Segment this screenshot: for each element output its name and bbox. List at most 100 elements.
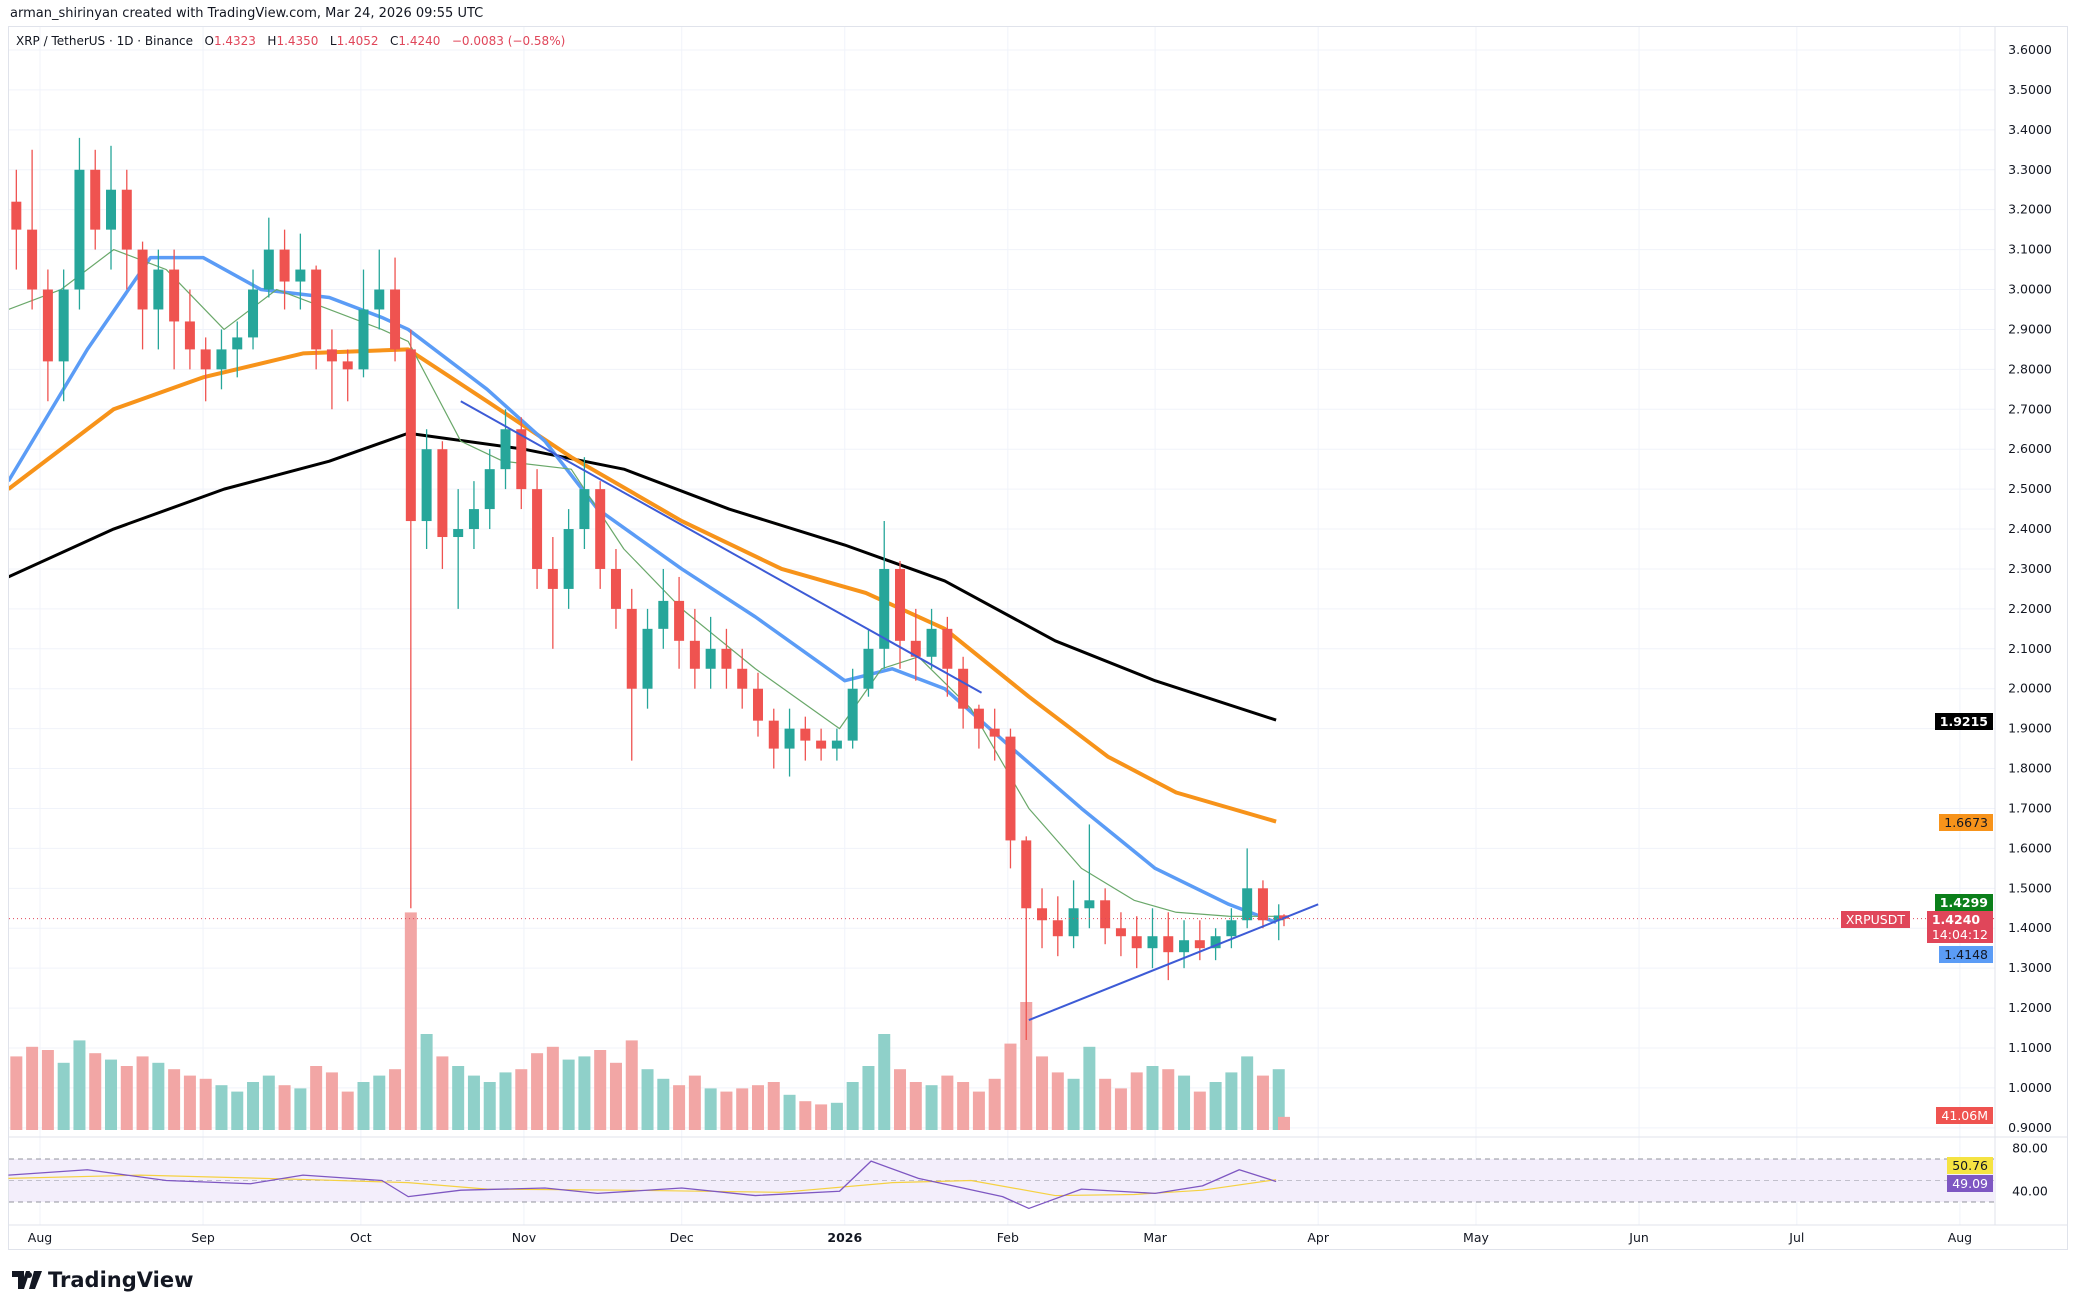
volume-bar (720, 1091, 733, 1130)
candle-body (295, 269, 306, 282)
volume-bar (972, 1091, 985, 1130)
ascending-support-trendline (1028, 903, 1319, 1021)
candle-body (137, 249, 148, 310)
candle-body (610, 568, 621, 609)
candle-body (453, 529, 464, 538)
volume-bar (1130, 1072, 1143, 1130)
volume-bar (168, 1069, 181, 1130)
candle-body (358, 309, 369, 370)
volume-bar (1209, 1082, 1222, 1130)
volume-bar (499, 1072, 512, 1130)
candle-body (831, 740, 842, 749)
candle-body (737, 668, 748, 689)
candle-body (752, 688, 763, 721)
ma200-line (9, 431, 1277, 722)
candle-body (1226, 920, 1237, 937)
close-label: C (390, 34, 399, 48)
candle-body (674, 600, 685, 641)
volume-badge: 41.06M (1936, 1107, 1993, 1124)
candle-body (595, 489, 606, 569)
rsi-ma-line (8, 1174, 1277, 1197)
volume-bar (546, 1046, 559, 1130)
volume-bar (783, 1094, 796, 1130)
candle-body (689, 640, 700, 669)
volume-bar (751, 1085, 764, 1130)
tradingview-logo-icon (12, 1271, 42, 1289)
volume-bar (1099, 1078, 1112, 1130)
price-tick-label: 2.4000 (2008, 521, 2052, 536)
volume-bar (452, 1066, 465, 1130)
volume-bar (262, 1075, 275, 1130)
volume-bar (1277, 1116, 1290, 1130)
tradingview-logo[interactable]: TradingView (12, 1268, 193, 1292)
price-tick-label: 1.9000 (2008, 721, 2052, 736)
volume-bar (26, 1046, 39, 1130)
volume-bar (988, 1078, 1001, 1130)
candle-body (800, 728, 811, 741)
volume-bar (1004, 1043, 1017, 1130)
last-price: 1.4240 (1931, 912, 1981, 927)
volume-bar (1241, 1056, 1254, 1130)
volume-bar (531, 1053, 544, 1130)
candle-body (248, 289, 259, 338)
high-label: H (267, 34, 277, 48)
volume-bar (1083, 1046, 1096, 1130)
volume-bar (767, 1082, 780, 1130)
volume-bar (594, 1050, 607, 1130)
ma100-badge: 1.6673 (1939, 814, 1993, 831)
price-tick-label: 1.3000 (2008, 960, 2052, 975)
candle-body (500, 429, 511, 470)
rsi-tick-label: 40.00 (2012, 1183, 2048, 1198)
candle-body (153, 269, 164, 310)
candle-body (1115, 928, 1126, 937)
volume-bar (1067, 1078, 1080, 1130)
volume-bar (815, 1104, 828, 1130)
candle-body (1100, 900, 1111, 929)
price-tick-label: 2.1000 (2008, 641, 2052, 656)
brand-name: TradingView (48, 1268, 194, 1292)
chart-credit: arman_shirinyan created with TradingView… (10, 6, 484, 21)
candle-body (1163, 936, 1174, 953)
volume-bar (278, 1085, 291, 1130)
price-tick-label: 1.1000 (2008, 1040, 2052, 1055)
symbol-tag: XRPUSDT (1840, 911, 1910, 928)
ma50-line (9, 255, 1277, 924)
time-tick-label: 2026 (827, 1230, 862, 1245)
candle-body (642, 628, 653, 689)
time-tick-label: Sep (191, 1230, 215, 1245)
candle-body (879, 568, 890, 649)
volume-bar (247, 1082, 260, 1130)
candle-body (958, 668, 969, 709)
candle-body (784, 728, 795, 749)
price-tick-label: 1.4000 (2008, 920, 2052, 935)
price-tick-label: 2.7000 (2008, 401, 2052, 416)
volume-bar (1225, 1072, 1238, 1130)
candle-body (1210, 936, 1221, 949)
candle-body (1179, 940, 1190, 953)
volume-bar (1193, 1091, 1206, 1130)
volume-bar (294, 1088, 307, 1130)
rsi-line (8, 1160, 1277, 1210)
price-tick-label: 2.3000 (2008, 561, 2052, 576)
volume-bar (404, 912, 417, 1130)
candle-body (405, 349, 416, 522)
symbol-title[interactable]: XRP / TetherUS · 1D · Binance (16, 34, 194, 48)
candle-body (468, 509, 479, 530)
candle-body (421, 449, 432, 522)
price-tick-label: 0.9000 (2008, 1120, 2052, 1135)
volume-bar (105, 1059, 118, 1130)
volume-bar (957, 1082, 970, 1130)
price-badge: 1.4240 14:04:12 (1926, 911, 1993, 943)
volume-bar (483, 1082, 496, 1130)
volume-bar (641, 1069, 654, 1130)
candle-body (390, 289, 401, 350)
symbol-legend: XRP / TetherUS · 1D · Binance O1.4323 H1… (16, 34, 565, 48)
volume-bar (73, 1040, 86, 1130)
ma100-line (9, 347, 1277, 824)
candle-body (184, 321, 195, 350)
candle-body (42, 289, 53, 362)
rsi-ma-badge: 50.76 (1947, 1157, 1993, 1174)
candle-body (895, 568, 906, 641)
candle-body (484, 469, 495, 510)
